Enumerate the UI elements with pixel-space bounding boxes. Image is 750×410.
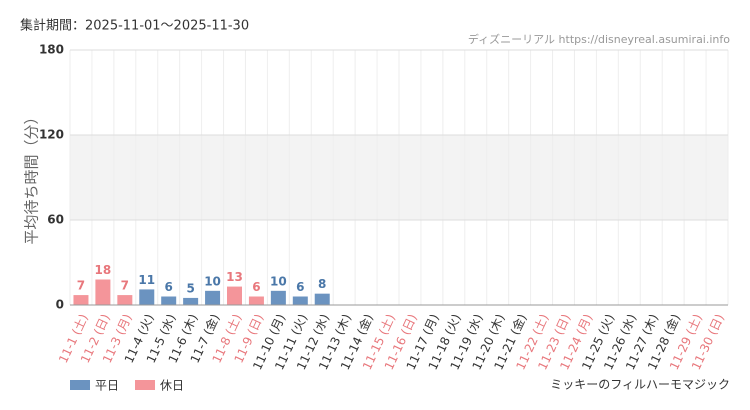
attraction: ミッキーのフィルハーモマジック (550, 378, 730, 392)
bar (139, 289, 155, 305)
bar (205, 290, 221, 305)
bar (117, 295, 133, 305)
legend-label: 平日 (95, 379, 119, 393)
data-label: 5 (186, 281, 194, 295)
period: 集計期間：2025-11-01～2025-11-30 (20, 18, 249, 34)
bar (183, 297, 199, 305)
data-label: 8 (318, 277, 326, 291)
data-label: 6 (165, 280, 173, 294)
y-axis-label: 平均待ち時間（分） (23, 109, 41, 244)
bar (292, 296, 308, 305)
bar (227, 286, 242, 305)
source: ディズニーリアル https://disneyreal.asumirai.inf… (468, 32, 730, 46)
data-label: 10 (270, 274, 287, 288)
data-label: 6 (252, 280, 260, 294)
bar (161, 296, 177, 305)
data-label: 7 (77, 279, 85, 293)
legend-swatch (70, 380, 90, 390)
data-label: 10 (204, 274, 221, 288)
bar (95, 279, 111, 305)
y-tick-label: 60 (47, 213, 64, 227)
legend-swatch (135, 380, 155, 390)
data-label: 7 (121, 279, 129, 293)
data-label: 18 (95, 263, 112, 277)
bar (73, 295, 89, 305)
data-label: 11 (138, 273, 155, 287)
y-tick-label: 120 (39, 128, 64, 142)
bar (314, 293, 330, 305)
data-label: 13 (226, 270, 243, 284)
y-tick-label: 0 (56, 298, 64, 312)
bar (248, 296, 264, 305)
data-label: 6 (296, 280, 304, 294)
legend-label: 休日 (160, 379, 184, 393)
bar (270, 290, 286, 305)
y-tick-label: 180 (39, 43, 64, 57)
